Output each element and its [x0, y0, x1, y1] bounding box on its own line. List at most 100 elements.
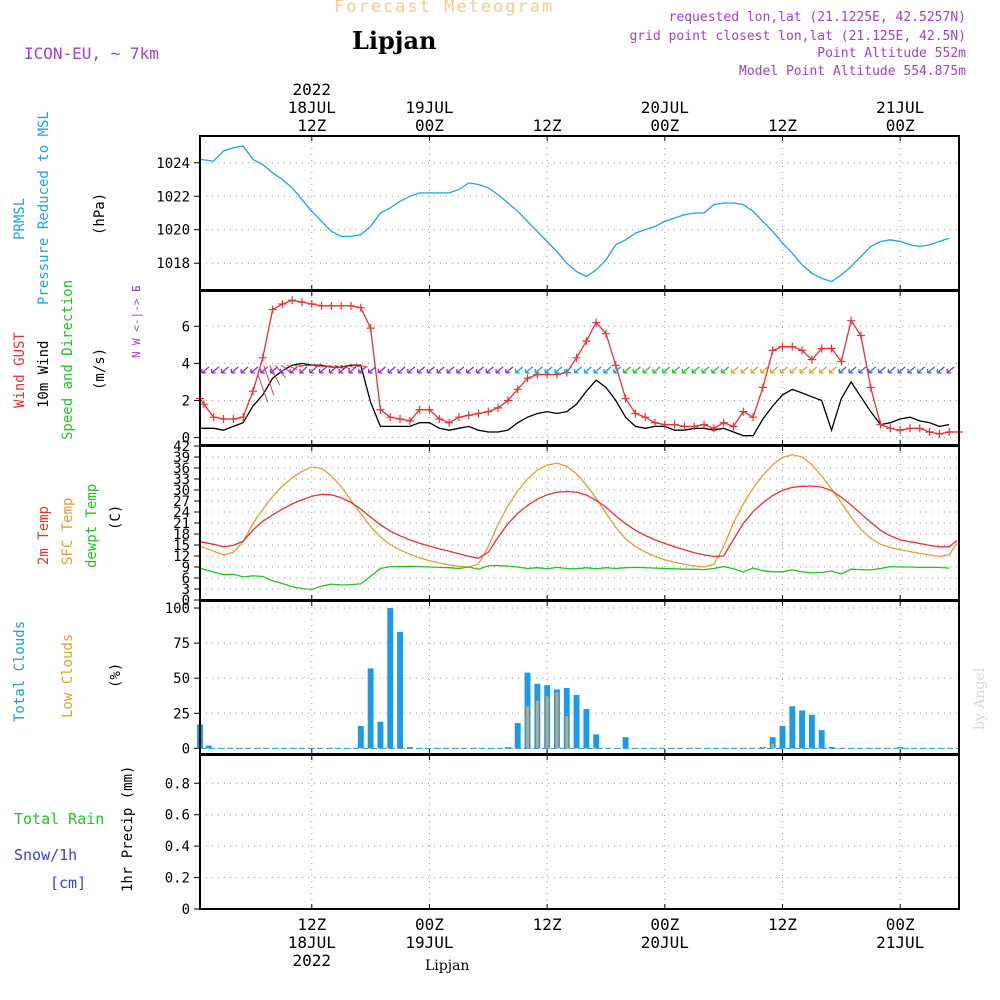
- gust-marker: [817, 344, 826, 353]
- pressure-line: [199, 145, 950, 283]
- gust-marker: [366, 324, 375, 333]
- gust-hatch: [310, 364, 321, 368]
- wind-arrow: [446, 366, 455, 374]
- top-time-label: 00Z: [415, 116, 444, 135]
- gust-marker: [807, 355, 816, 364]
- wind-arrow: [828, 366, 837, 374]
- wind-arrow: [652, 366, 661, 374]
- wind-arrow: [613, 366, 622, 374]
- top-time-label: 00Z: [886, 116, 915, 135]
- wind-arrow: [662, 366, 671, 374]
- total-cloud-bar: [799, 710, 806, 749]
- ylabel-celsius: (C): [108, 505, 124, 530]
- gust-marker: [641, 413, 650, 422]
- y-tick-label: 1022: [156, 189, 190, 205]
- gust-marker: [660, 420, 669, 429]
- gust-marker: [405, 416, 414, 425]
- bottom-time-label: 19JUL: [405, 933, 453, 952]
- ylabel-wind-gust: Wind GUST: [12, 332, 28, 408]
- info-line-3: Point Altitude 552m: [817, 46, 966, 61]
- gust-marker: [778, 342, 787, 351]
- gust-hatch: [257, 374, 269, 403]
- wind-arrow: [926, 366, 936, 374]
- sfc-temp-line: [199, 454, 958, 568]
- wind-arrow: [397, 366, 406, 374]
- wind-arrow: [260, 366, 269, 374]
- wind-arrow: [495, 366, 504, 374]
- ylabel-2m-temp: 2m Temp: [36, 506, 52, 565]
- low-cloud-bar: [771, 744, 775, 749]
- ylabel-sfc-temp: SFC Temp: [60, 498, 76, 565]
- wind-arrow: [377, 366, 386, 374]
- gust-hatch: [269, 365, 281, 386]
- gust-marker: [199, 400, 208, 409]
- wind-arrow: [554, 366, 563, 374]
- y-tick-label: 0: [182, 902, 190, 918]
- wind-arrow: [358, 366, 367, 374]
- total-cloud-bar: [593, 734, 600, 749]
- info-line-1: requested lon,lat (21.1225E, 42.5257N): [668, 10, 966, 25]
- y-tick-label: 42: [173, 439, 190, 455]
- compass-s: S: [130, 285, 143, 292]
- wind-arrow: [701, 366, 710, 374]
- y-tick-label: 3: [182, 582, 190, 598]
- ylabel-precip: 1hr Precip (mm): [120, 766, 136, 892]
- gust-hatch: [322, 364, 333, 368]
- gust-marker: [454, 413, 463, 422]
- gust-marker: [317, 301, 326, 310]
- wind-arrow: [230, 366, 239, 374]
- wind-arrow: [671, 366, 681, 374]
- wind-arrow: [250, 366, 259, 374]
- y-tick-label: 0: [182, 431, 190, 447]
- gust-marker: [239, 413, 248, 422]
- wind-arrow: [505, 366, 514, 374]
- bottom-time-label: 00Z: [886, 915, 915, 934]
- wind-arrow: [691, 366, 700, 374]
- total-cloud-bar: [573, 695, 580, 749]
- gust-marker: [670, 420, 679, 429]
- wind-arrow: [730, 366, 739, 374]
- total-cloud-bar: [769, 737, 776, 749]
- gust-marker: [621, 394, 630, 403]
- wind-arrow: [564, 366, 573, 374]
- wind-arrow: [750, 366, 759, 374]
- y-tick-label: 39: [173, 450, 190, 466]
- wind-arrow: [936, 366, 945, 374]
- wind-arrow: [721, 366, 730, 374]
- gust-marker: [886, 424, 895, 433]
- gust-marker: [690, 422, 699, 431]
- total-cloud-bar: [808, 714, 815, 749]
- y-tick-label: 0: [182, 741, 190, 757]
- y-tick-label: 1024: [156, 156, 190, 172]
- low-cloud-bar: [555, 692, 559, 749]
- bottom-time-label: 2022: [293, 951, 332, 970]
- bottom-time-label: 12Z: [533, 915, 562, 934]
- ylabel-dewpt-temp: dewpt Temp: [84, 484, 100, 568]
- bottom-time-label: 20JUL: [641, 933, 689, 952]
- wind-arrow: [328, 366, 337, 374]
- wind-arrow: [583, 366, 592, 374]
- ylabel-10m-wind: 10m Wind: [36, 341, 52, 408]
- total-cloud-bar: [397, 631, 403, 749]
- wind-arrow: [838, 366, 847, 374]
- wind-arrow: [917, 366, 926, 374]
- total-cloud-bar: [514, 723, 521, 749]
- total-cloud-bar: [789, 706, 796, 749]
- bottom-time-label: 00Z: [650, 915, 679, 934]
- gust-marker: [268, 305, 277, 314]
- y-tick-label: 6: [182, 319, 190, 335]
- y-tick-label: 6: [182, 571, 190, 587]
- gust-hatch: [328, 364, 339, 369]
- gust-marker: [474, 409, 483, 418]
- wind-arrow: [338, 366, 347, 374]
- wind-arrow: [485, 366, 494, 374]
- gust-hatch: [351, 364, 363, 368]
- gust-marker: [925, 428, 934, 437]
- gust-marker: [248, 387, 257, 396]
- gust-marker: [396, 415, 405, 424]
- low-cloud-bar: [535, 700, 539, 749]
- footer-location: Lipjan: [425, 958, 470, 974]
- gust-hatch: [293, 364, 304, 368]
- dewpt-line: [199, 564, 950, 591]
- wind-arrow: [946, 366, 955, 374]
